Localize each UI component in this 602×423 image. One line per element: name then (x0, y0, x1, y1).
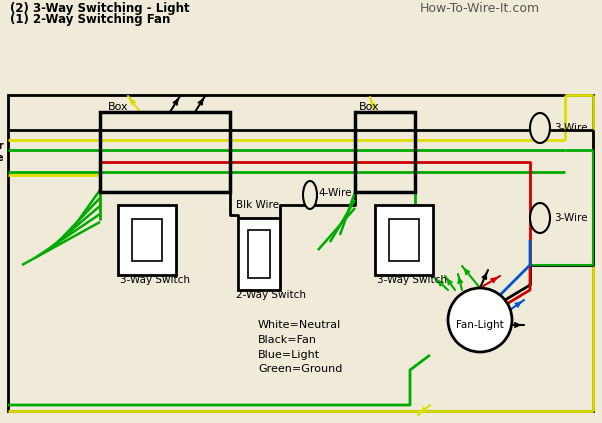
Text: 3-Way Switch: 3-Way Switch (120, 275, 190, 285)
Bar (355, 112, 415, 192)
Bar (132, 219, 162, 261)
Bar (238, 218, 280, 290)
Ellipse shape (530, 113, 550, 143)
Text: How-To-Wire-It.com: How-To-Wire-It.com (420, 2, 540, 15)
Bar (8, 95, 593, 411)
Text: White=Neutral
Black=Fan
Blue=Light
Green=Ground: White=Neutral Black=Fan Blue=Light Green… (258, 320, 343, 374)
Text: Fan-Light: Fan-Light (456, 320, 504, 330)
Text: Power
Source: Power Source (0, 141, 4, 163)
Text: Box: Box (359, 102, 380, 112)
Bar (248, 230, 270, 278)
Ellipse shape (303, 181, 317, 209)
Text: 3-Way Switch: 3-Way Switch (377, 275, 447, 285)
Text: 2-Way Switch: 2-Way Switch (236, 290, 306, 300)
Bar (375, 205, 433, 275)
Text: Box: Box (108, 102, 129, 112)
Text: (2) 3-Way Switching - Light: (2) 3-Way Switching - Light (10, 2, 190, 15)
Ellipse shape (530, 203, 550, 233)
Circle shape (448, 288, 512, 352)
Bar (389, 219, 419, 261)
Text: (1) 2-Way Switching Fan: (1) 2-Way Switching Fan (10, 13, 170, 26)
Text: 3-Wire: 3-Wire (554, 213, 588, 223)
Text: Blk Wire: Blk Wire (236, 200, 279, 210)
Bar (118, 205, 176, 275)
Bar (100, 112, 230, 192)
Text: 3-Wire: 3-Wire (554, 123, 588, 133)
Text: 4-Wire: 4-Wire (318, 188, 352, 198)
